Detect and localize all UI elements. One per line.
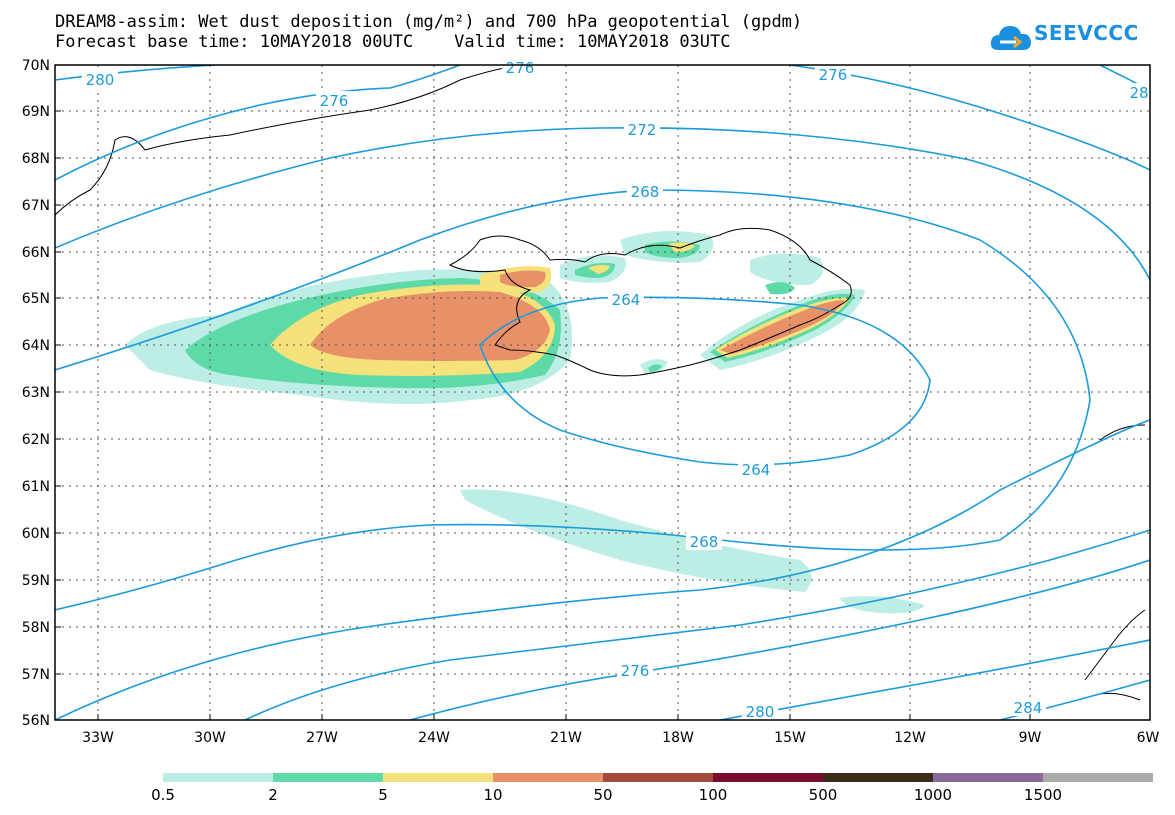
lon-label: 18W xyxy=(662,730,694,746)
contour-276-south xyxy=(244,529,1150,720)
contour-label: 268 xyxy=(631,183,660,201)
scotland-coast xyxy=(1084,609,1146,681)
lon-label: 6W xyxy=(1137,730,1160,746)
seevccc-logo: SEEVCCC xyxy=(990,18,1138,58)
logo-text: SEEVCCC xyxy=(1034,21,1139,45)
axis-ticks xyxy=(55,64,1031,720)
contour-label: 28 xyxy=(1129,84,1148,102)
legend-label: 2 xyxy=(268,786,278,804)
coastlines xyxy=(55,65,1146,701)
contour-label: 268 xyxy=(690,533,719,551)
contour-label: 280 xyxy=(746,703,775,721)
contour-label: 276 xyxy=(320,92,349,110)
contour-280-north xyxy=(55,65,216,81)
contour-276-north xyxy=(55,65,461,181)
lon-label: 30W xyxy=(194,730,226,746)
legend-label: 100 xyxy=(698,786,728,804)
legend-label: 500 xyxy=(808,786,838,804)
legend-swatch xyxy=(823,773,933,782)
contour-label: 276 xyxy=(621,662,650,680)
contour-label: 284 xyxy=(1014,699,1043,717)
lon-label: 12W xyxy=(894,730,926,746)
lon-label: 24W xyxy=(418,730,450,746)
lon-label: 15W xyxy=(774,730,806,746)
iceland-coast xyxy=(448,227,852,377)
contour-label: 264 xyxy=(742,461,771,479)
lat-label: 59N xyxy=(22,573,50,589)
lat-label: 57N xyxy=(22,667,50,683)
lon-label: 33W xyxy=(82,730,114,746)
contour-label: 264 xyxy=(612,291,641,309)
legend-swatch xyxy=(383,773,493,782)
legend-swatch xyxy=(163,773,273,782)
cloud-icon xyxy=(990,26,1031,50)
lat-label: 64N xyxy=(22,338,50,354)
legend-swatch xyxy=(1043,773,1153,782)
legend-swatch xyxy=(933,773,1043,782)
map-title-line-2: Forecast base time: 10MAY2018 00UTC Vali… xyxy=(55,32,731,52)
lat-label: 65N xyxy=(22,291,50,307)
lat-label: 60N xyxy=(22,526,50,542)
contour-label: 272 xyxy=(628,121,657,139)
lat-label: 62N xyxy=(22,432,50,448)
contour-268-upper xyxy=(55,189,1091,611)
faroe-shetland-coast xyxy=(1099,424,1146,441)
contour-label: 276 xyxy=(819,66,848,84)
contour-272-south xyxy=(55,419,1150,720)
contour-label: 276 xyxy=(506,59,535,77)
lat-label: 70N xyxy=(22,58,50,74)
longitude-labels: 33W 30W 27W 24W 21W 18W 15W 12W 9W 6W xyxy=(82,730,1159,746)
lon-label: 9W xyxy=(1019,730,1042,746)
legend-swatch xyxy=(493,773,603,782)
contour-labels: 280 276 276 276 28 272 268 264 264 268 2… xyxy=(82,59,1150,721)
legend-label: 10 xyxy=(483,786,503,804)
contour-280-south xyxy=(409,559,1150,720)
legend-swatch xyxy=(713,773,823,782)
lat-label: 63N xyxy=(22,385,50,401)
legend-label: 0.5 xyxy=(151,786,175,804)
graticule xyxy=(55,65,1150,720)
lat-label: 68N xyxy=(22,151,50,167)
lat-label: 66N xyxy=(22,245,50,261)
contour-272 xyxy=(55,126,1150,281)
lat-label: 61N xyxy=(22,479,50,495)
lat-label: 69N xyxy=(22,104,50,120)
contour-284-south xyxy=(719,639,1150,720)
latitude-labels: 70N 69N 68N 67N 66N 65N 64N 63N 62N 61N … xyxy=(22,58,50,729)
legend-label: 5 xyxy=(378,786,388,804)
contour-label: 280 xyxy=(86,71,115,89)
lat-label: 58N xyxy=(22,620,50,636)
legend-swatch xyxy=(273,773,383,782)
lon-label: 21W xyxy=(550,730,582,746)
legend-label: 1000 xyxy=(913,786,953,804)
map-title-line-1: DREAM8-assim: Wet dust deposition (mg/m²… xyxy=(55,12,803,32)
legend-label: 50 xyxy=(593,786,613,804)
lat-label: 67N xyxy=(22,198,50,214)
legend-swatch xyxy=(603,773,713,782)
lon-label: 27W xyxy=(306,730,338,746)
greenland-coast xyxy=(55,65,521,216)
lat-label: 56N xyxy=(22,713,50,729)
color-legend-bar xyxy=(163,773,1153,782)
legend-label: 1500 xyxy=(1023,786,1063,804)
